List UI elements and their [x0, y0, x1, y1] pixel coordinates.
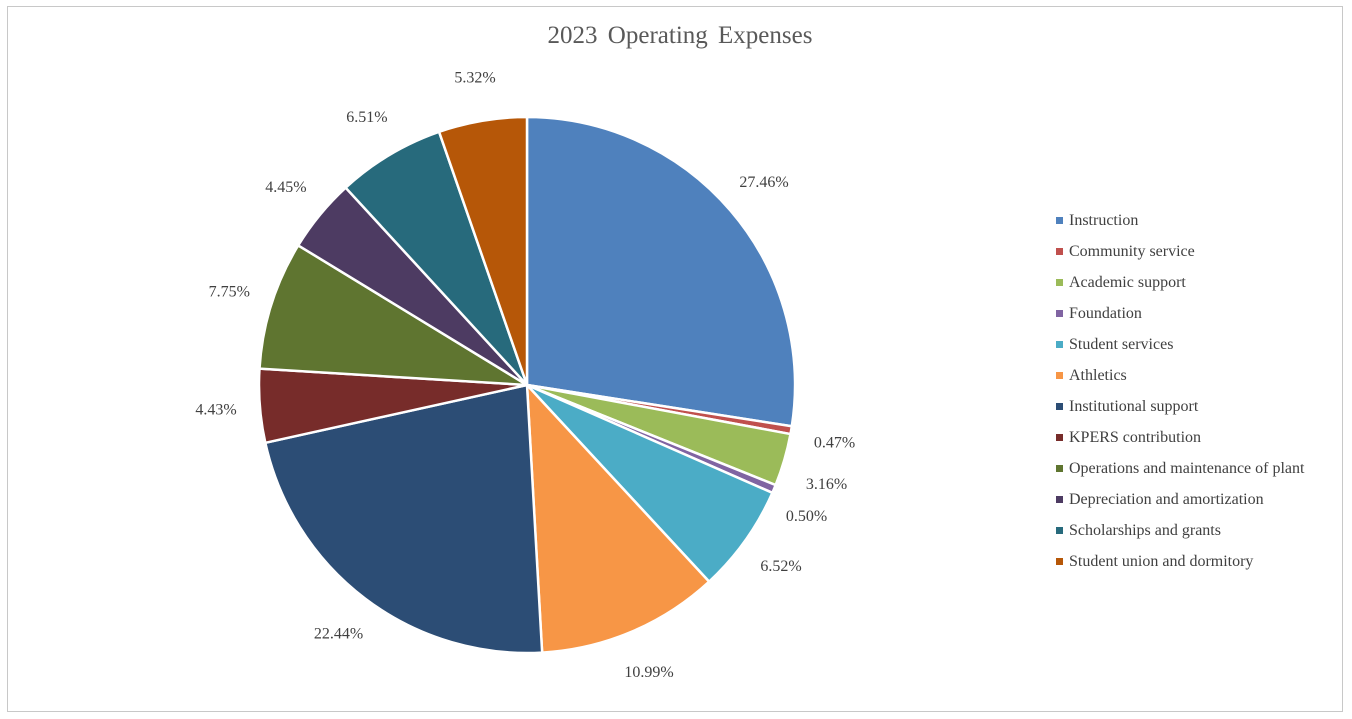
legend-label: Instruction: [1069, 211, 1139, 229]
pie-slice-5: [525, 383, 774, 583]
pie-slice-7: [264, 383, 544, 655]
legend-label: Athletics: [1069, 366, 1127, 384]
legend-swatch: [1056, 558, 1063, 565]
chart-title: 2023 Operating Expenses: [547, 22, 813, 49]
pie-slice-9: [258, 244, 529, 387]
pie-slice-12: [437, 115, 529, 387]
legend-label: Academic support: [1069, 273, 1186, 291]
legend-item-8: KPERS contribution: [1056, 422, 1304, 453]
legend-item-1: Instruction: [1056, 205, 1304, 236]
legend-swatch: [1056, 465, 1063, 472]
slice-label-6: 10.99%: [624, 664, 673, 681]
legend-swatch: [1056, 527, 1063, 534]
legend-label: Depreciation and amortization: [1069, 490, 1264, 508]
legend-item-7: Institutional support: [1056, 391, 1304, 422]
legend-swatch: [1056, 434, 1063, 441]
legend-item-9: Operations and maintenance of plant: [1056, 453, 1304, 484]
legend-label: Institutional support: [1069, 397, 1199, 415]
legend-swatch: [1056, 403, 1063, 410]
legend-swatch: [1056, 279, 1063, 286]
slice-label-11: 6.51%: [346, 109, 387, 126]
legend-swatch: [1056, 217, 1063, 224]
slice-label-8: 4.43%: [195, 401, 236, 418]
pie-slice-1: [525, 115, 797, 428]
legend-label: Scholarships and grants: [1069, 521, 1221, 539]
legend-item-2: Community service: [1056, 236, 1304, 267]
legend-label: Community service: [1069, 242, 1195, 260]
legend-label: Operations and maintenance of plant: [1069, 459, 1305, 477]
legend-item-3: Academic support: [1056, 267, 1304, 298]
slice-label-4: 0.50%: [786, 508, 827, 525]
legend-swatch: [1056, 310, 1063, 317]
legend-item-12: Student union and dormitory: [1056, 546, 1304, 577]
legend-swatch: [1056, 372, 1063, 379]
slice-label-9: 7.75%: [209, 284, 250, 301]
slice-label-10: 4.45%: [265, 179, 306, 196]
legend-item-10: Depreciation and amortization: [1056, 484, 1304, 515]
legend-swatch: [1056, 341, 1063, 348]
slice-label-12: 5.32%: [454, 69, 495, 86]
slice-label-7: 22.44%: [314, 626, 363, 643]
legend-item-5: Student services: [1056, 329, 1304, 360]
legend-label: Student services: [1069, 335, 1174, 353]
pie-slice-11: [344, 130, 529, 387]
legend-swatch: [1056, 496, 1063, 503]
legend-label: Foundation: [1069, 304, 1142, 322]
legend-item-6: Athletics: [1056, 360, 1304, 391]
legend-label: Student union and dormitory: [1069, 552, 1254, 570]
legend-item-4: Foundation: [1056, 298, 1304, 329]
slice-label-5: 6.52%: [760, 558, 801, 575]
slice-label-2: 0.47%: [814, 435, 855, 452]
legend-item-11: Scholarships and grants: [1056, 515, 1304, 546]
slice-label-3: 3.16%: [806, 476, 847, 493]
chart-legend: Instruction Community service Academic sup…: [1056, 205, 1304, 577]
slice-label-1: 27.46%: [739, 174, 788, 191]
legend-label: KPERS contribution: [1069, 428, 1202, 446]
pie-slice-6: [525, 383, 711, 654]
legend-swatch: [1056, 248, 1063, 255]
